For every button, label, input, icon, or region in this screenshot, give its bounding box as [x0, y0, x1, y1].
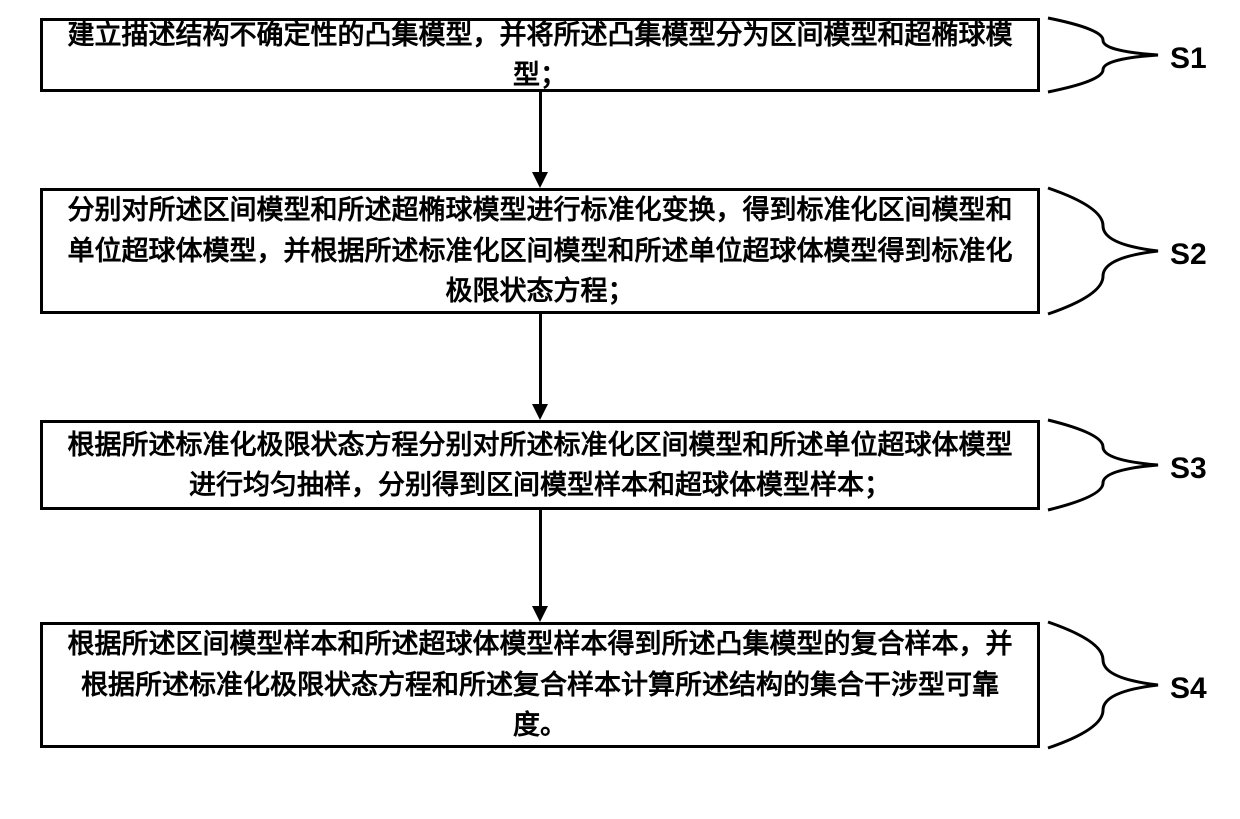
step-text: 根据所述标准化极限状态方程分别对所述标准化区间模型和所述单位超球体模型进行均匀抽… [55, 425, 1025, 506]
arrow-head-1 [532, 172, 548, 188]
step-label-s2: S2 [1170, 238, 1207, 272]
step-text: 根据所述区间模型样本和所述超球体模型样本得到所述凸集模型的复合样本，并根据所述标… [55, 624, 1025, 746]
brace-s1 [1048, 18, 1158, 97]
arrow-line-2 [539, 314, 542, 406]
step-label-s4: S4 [1170, 672, 1207, 706]
brace-s2 [1048, 188, 1158, 319]
step-label-s1: S1 [1170, 42, 1207, 76]
arrow-line-1 [539, 92, 542, 174]
step-box-s1: 建立描述结构不确定性的凸集模型，并将所述凸集模型分为区间模型和超椭球模型； [40, 18, 1040, 92]
arrow-head-3 [532, 606, 548, 622]
step-label-s3: S3 [1170, 452, 1207, 486]
step-box-s3: 根据所述标准化极限状态方程分别对所述标准化区间模型和所述单位超球体模型进行均匀抽… [40, 420, 1040, 510]
brace-s4 [1048, 622, 1158, 753]
step-text: 建立描述结构不确定性的凸集模型，并将所述凸集模型分为区间模型和超椭球模型； [55, 15, 1025, 96]
brace-s3 [1048, 420, 1158, 515]
arrow-head-2 [532, 404, 548, 420]
arrow-line-3 [539, 510, 542, 608]
step-box-s2: 分别对所述区间模型和所述超椭球模型进行标准化变换，得到标准化区间模型和单位超球体… [40, 188, 1040, 314]
step-box-s4: 根据所述区间模型样本和所述超球体模型样本得到所述凸集模型的复合样本，并根据所述标… [40, 622, 1040, 748]
step-text: 分别对所述区间模型和所述超椭球模型进行标准化变换，得到标准化区间模型和单位超球体… [55, 190, 1025, 312]
